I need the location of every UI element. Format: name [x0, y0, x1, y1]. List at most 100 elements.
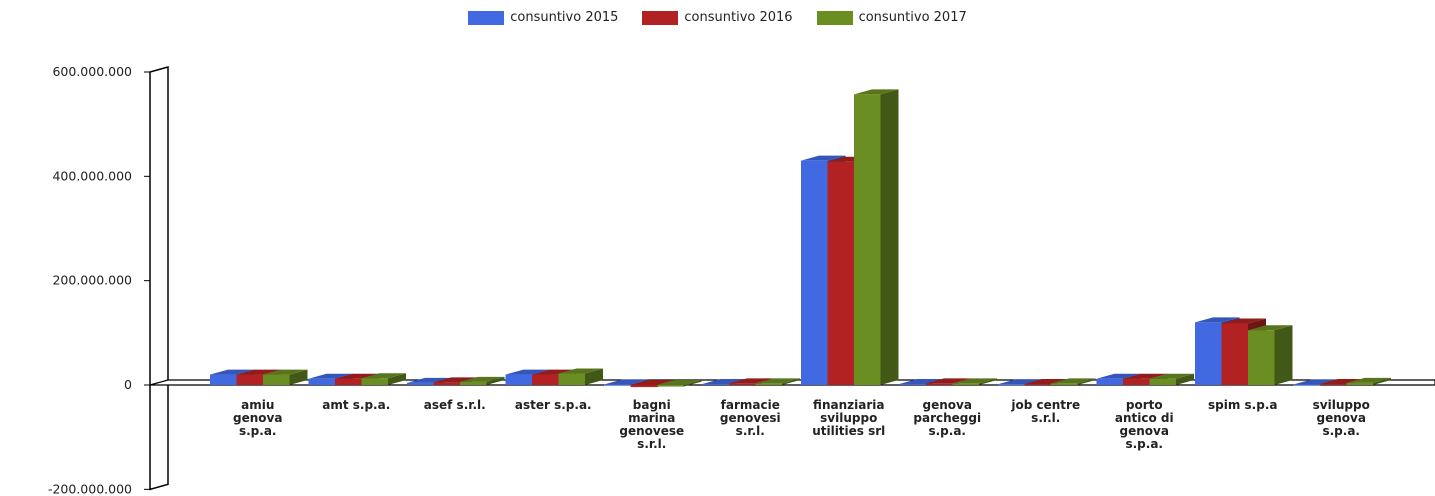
category-label-line: finanziaria	[813, 398, 884, 412]
category-label: spim s.p.a	[1208, 398, 1277, 412]
legend-swatch-2016	[642, 10, 679, 25]
bar-front	[926, 383, 953, 385]
legend-label-2016: consuntivo 2016	[684, 10, 793, 25]
y-tick-label: 200.000.000	[52, 273, 132, 288]
category-label-line: parcheggi	[913, 411, 981, 425]
bar-1-2	[361, 373, 406, 385]
bar-top	[460, 376, 505, 382]
bar-front	[308, 378, 335, 385]
y-tick-label: 0	[124, 377, 132, 392]
bar-front	[361, 378, 388, 385]
bar-front	[1051, 383, 1078, 385]
bar-side	[1077, 378, 1096, 385]
bar-top	[1024, 378, 1069, 384]
category-label: genova parcheggi s.p.a.	[913, 398, 981, 438]
bar-top	[236, 369, 281, 375]
bar-5-2	[755, 378, 800, 385]
category-label-line: amiu	[241, 398, 274, 412]
bar-front	[702, 383, 729, 385]
category-label-line: asef s.r.l.	[424, 398, 486, 412]
legend-swatch-2015	[468, 10, 505, 25]
bar-top	[263, 369, 308, 375]
bars	[210, 89, 1391, 388]
bar-top	[755, 378, 800, 384]
category-label-line: genova	[1120, 424, 1169, 438]
category-label: aster s.p.a.	[515, 398, 592, 412]
category-label: asef s.r.l.	[424, 398, 486, 412]
bar-top	[1248, 325, 1293, 331]
category-label-line: genovesi	[720, 411, 781, 425]
bar-front	[1320, 383, 1347, 385]
bar-top	[801, 155, 846, 161]
category-label-line: s.p.a.	[928, 424, 966, 438]
bar-3-2	[558, 368, 603, 385]
bar-front	[558, 373, 585, 385]
category-label: sviluppo genova s.p.a.	[1313, 398, 1370, 438]
bar-top	[1051, 378, 1096, 384]
bar-6-2	[854, 89, 899, 385]
category-label: job centre s.r.l.	[1010, 398, 1080, 425]
bar-side	[880, 89, 899, 385]
bar-side	[979, 378, 997, 385]
bar-top	[210, 369, 255, 375]
bar-top	[1293, 379, 1338, 385]
bar-front	[505, 374, 532, 385]
category-label-line: genova	[923, 398, 972, 412]
category-label: finanziaria sviluppo utilities srl	[812, 398, 885, 438]
bar-11-2	[1346, 377, 1391, 385]
bar-side	[683, 380, 702, 387]
bar-top	[1195, 317, 1240, 323]
bar-2-2	[460, 376, 505, 385]
bar-top	[630, 380, 675, 385]
bar-top	[702, 378, 747, 384]
bar-7-2	[952, 378, 997, 385]
bar-front	[1096, 378, 1123, 385]
bar-front	[998, 384, 1025, 386]
bar-front	[755, 383, 782, 385]
bar-top	[604, 379, 649, 385]
bar-front	[1195, 322, 1222, 385]
y-tick-label: -200.000.000	[48, 481, 132, 496]
category-label-line: s.r.l.	[637, 437, 666, 451]
category-label-line: genova	[1317, 411, 1366, 425]
category-label-line: marina	[628, 411, 675, 425]
bar-front	[630, 385, 657, 388]
bar-front	[532, 374, 559, 385]
y-axis-wall	[149, 66, 169, 491]
bar-side	[782, 378, 800, 385]
bar-front	[433, 382, 460, 385]
legend: consuntivo 2015 consuntivo 2016 consunti…	[0, 10, 1435, 25]
bar-top	[899, 378, 944, 384]
bar-side	[289, 369, 308, 385]
category-label-line: s.p.a.	[239, 424, 277, 438]
bar-top	[433, 377, 478, 383]
bar-top	[1221, 318, 1266, 324]
bar-top	[729, 378, 774, 384]
bar-front	[1024, 383, 1051, 385]
category-label-line: spim s.p.a	[1208, 398, 1277, 412]
bar-front	[604, 384, 631, 386]
bar-side	[1176, 373, 1194, 385]
category-label-line: utilities srl	[812, 424, 885, 438]
bar-side	[585, 368, 603, 385]
bar-top	[407, 377, 452, 383]
category-label-line: amt s.p.a.	[322, 398, 390, 412]
bar-top	[361, 373, 406, 379]
bar-front	[407, 382, 434, 385]
bar-front	[1346, 382, 1373, 385]
legend-item-2015: consuntivo 2015	[468, 10, 618, 25]
bar-front	[1123, 378, 1150, 385]
bar-side	[1373, 377, 1391, 385]
category-label: amt s.p.a.	[322, 398, 390, 412]
category-labels: amiu genova s.p.a. amt s.p.a. asef s.r.l. ast…	[233, 398, 1370, 451]
category-label-line: bagni	[633, 398, 671, 412]
bar-top	[952, 378, 997, 384]
bar-top	[998, 379, 1043, 385]
legend-item-2017: consuntivo 2017	[816, 10, 967, 25]
bar-front	[335, 378, 362, 385]
bar-top	[926, 378, 971, 384]
category-label-line: sviluppo	[1313, 398, 1370, 412]
bar-top	[854, 89, 899, 95]
bar-top	[657, 380, 702, 385]
